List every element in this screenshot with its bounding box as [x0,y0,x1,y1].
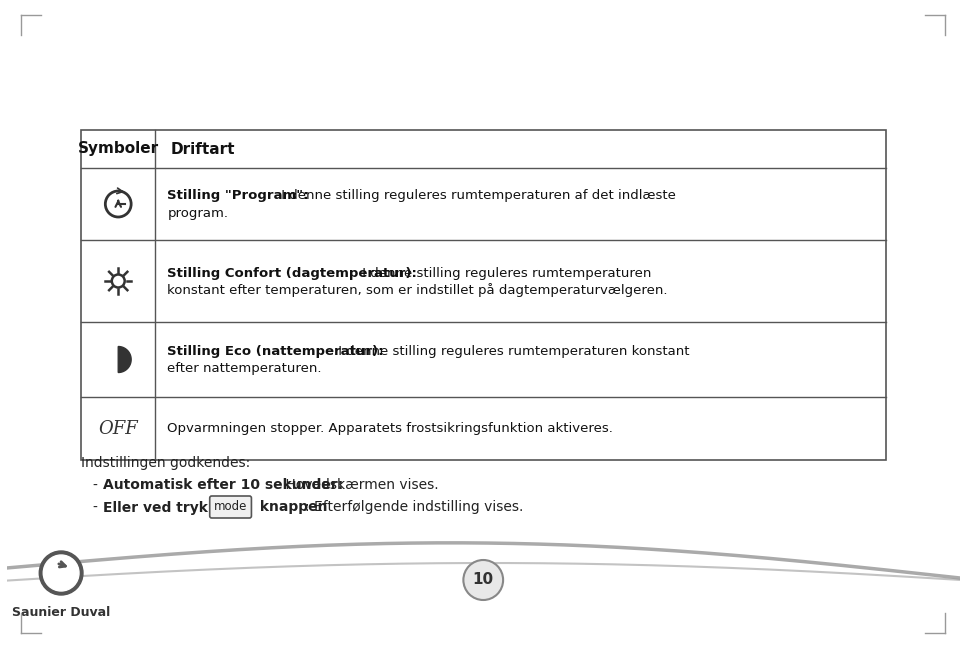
Text: OFF: OFF [98,419,138,437]
Text: 10: 10 [472,572,493,588]
Text: -: - [93,500,102,514]
Text: Driftart: Driftart [170,141,235,157]
Text: I denne stilling reguleres rumtemperaturen: I denne stilling reguleres rumtemperatur… [357,266,651,279]
Circle shape [464,560,503,600]
Text: program.: program. [167,207,228,220]
Polygon shape [118,347,132,373]
Text: : Efterfølgende indstilling vises.: : Efterfølgende indstilling vises. [304,500,523,514]
Circle shape [43,555,79,591]
Text: I denne stilling reguleres rumtemperaturen konstant: I denne stilling reguleres rumtemperatur… [334,345,690,358]
Text: Stilling Confort (dagtemperatur):: Stilling Confort (dagtemperatur): [167,266,418,279]
Text: mode: mode [214,500,248,513]
Text: knappen: knappen [255,500,328,514]
Text: Stilling Eco (nattemperatur):: Stilling Eco (nattemperatur): [167,345,384,358]
Text: Saunier Duval: Saunier Duval [12,607,110,619]
Text: Eller ved tryk på: Eller ved tryk på [103,499,237,515]
Text: Automatisk efter 10 sekunder:: Automatisk efter 10 sekunder: [103,478,343,492]
Bar [81,130,885,460]
Circle shape [39,551,83,595]
FancyBboxPatch shape [209,496,252,518]
Text: efter nattemperaturen.: efter nattemperaturen. [167,362,322,375]
Text: Stilling "Program":: Stilling "Program": [167,189,309,202]
Text: Hovedskærmen vises.: Hovedskærmen vises. [281,478,439,492]
Text: Indstillingen godkendes:: Indstillingen godkendes: [81,456,251,470]
Text: -: - [93,478,102,492]
Text: Opvarmningen stopper. Apparatets frostsikringsfunktion aktiveres.: Opvarmningen stopper. Apparatets frostsi… [167,422,613,435]
Text: konstant efter temperaturen, som er indstillet på dagtemperaturvælgeren.: konstant efter temperaturen, som er inds… [167,283,668,297]
Text: Symboler: Symboler [78,141,158,157]
Text: I denne stilling reguleres rumtemperaturen af det indlæste: I denne stilling reguleres rumtemperatur… [276,189,676,202]
